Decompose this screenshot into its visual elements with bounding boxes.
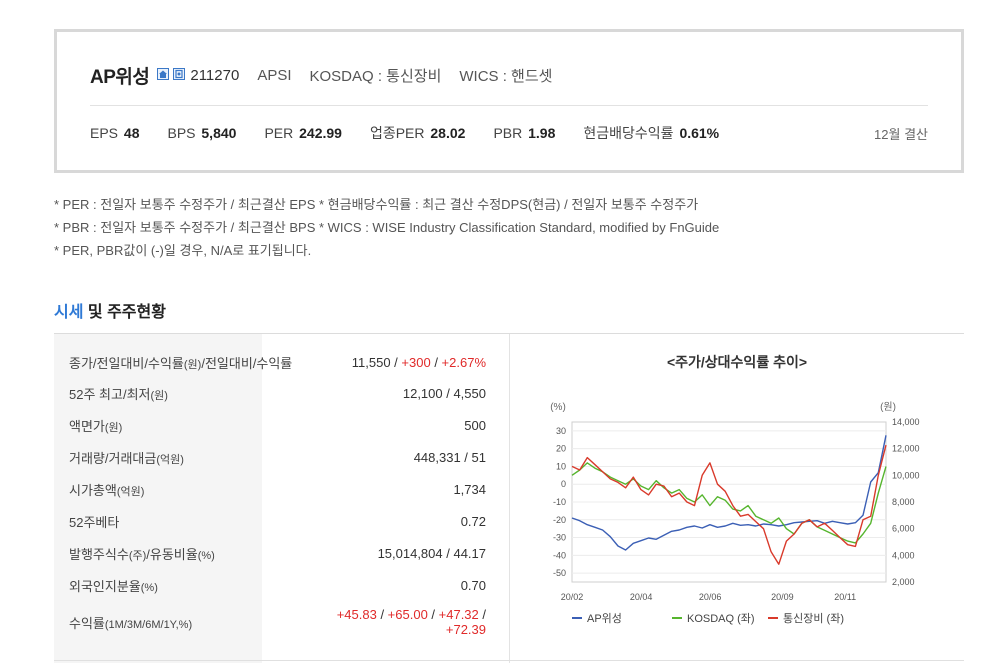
x-tick-label: 20/04	[630, 592, 653, 602]
y-left-tick-label: 30	[556, 426, 566, 436]
table-row-returns: 수익률(1M/3M/6M/1Y,%) +45.83 / +65.00 / +47…	[69, 607, 486, 637]
table-row-volume: 거래량/거래대금(억원) 448,331 / 51	[69, 449, 486, 466]
y-left-tick-label: -50	[553, 568, 566, 578]
metric-pbr: PBR 1.98	[493, 125, 556, 141]
y-left-tick-label: -10	[553, 497, 566, 507]
legend-label-1: KOSDAQ (좌)	[687, 612, 755, 625]
table-label-column	[54, 334, 262, 663]
footnote-per: * PER : 전일자 보통주 수정주가 / 최근결산 EPS * 현금배당수익…	[54, 197, 699, 212]
series-line-0	[571, 435, 887, 551]
metric-eps: EPS 48	[90, 125, 140, 141]
footnote-negative: * PER, PBR값이 (-)일 경우, N/A로 표기됩니다.	[54, 243, 312, 258]
company-name: AP위성	[90, 66, 150, 88]
left-axis-unit: (%)	[550, 402, 566, 413]
table-row-foreign-ratio: 외국인지분율(%) 0.70	[69, 577, 486, 594]
x-tick-label: 20/11	[834, 592, 856, 602]
y-right-tick-label: 14,000	[892, 417, 920, 427]
report-icon[interactable]	[173, 68, 186, 80]
company-summary-box: AP위성 211270 APSI KOSDAQ : 통신장비 WICS : 핸드…	[54, 29, 964, 173]
table-row-face-value: 액면가(원) 500	[69, 417, 486, 434]
y-left-tick-label: 0	[561, 479, 566, 489]
series-line-1	[571, 462, 887, 544]
y-right-tick-label: 8,000	[892, 497, 915, 507]
stock-code: 211270	[190, 66, 240, 84]
metric-dividend-yield: 현금배당수익률 0.61%	[583, 125, 720, 141]
table-row-shares: 발행주식수(주)/유동비율(%) 15,014,804 / 44.17	[69, 545, 486, 562]
y-left-tick-label: 10	[556, 461, 566, 471]
y-right-tick-label: 6,000	[892, 524, 915, 534]
table-row-52w-range: 52주 최고/최저(원) 12,100 / 4,550	[69, 385, 486, 402]
settlement-month: 12월 결산	[874, 126, 928, 142]
metric-bps: BPS 5,840	[167, 125, 237, 141]
table-row-close-price: 종가/전일대비/수익률(원)/전일대비/수익률 11,550 / +300 / …	[69, 354, 486, 371]
panel-bottom-border	[54, 660, 964, 661]
table-row-market-cap: 시가총액(억원) 1,734	[69, 481, 486, 498]
home-icon[interactable]	[157, 68, 170, 80]
y-right-tick-label: 2,000	[892, 577, 915, 587]
footnote-pbr: * PBR : 전일자 보통주 수정주가 / 최근결산 BPS * WICS :…	[54, 220, 720, 235]
legend-label-0: AP위성	[587, 612, 622, 625]
summary-divider	[90, 105, 928, 106]
footnotes: * PER : 전일자 보통주 수정주가 / 최근결산 EPS * 현금배당수익…	[54, 193, 719, 262]
market-sector: KOSDAQ : 통신장비	[309, 67, 442, 85]
series-line-2	[571, 444, 887, 565]
x-tick-label: 20/06	[699, 592, 722, 602]
chart-title: <주가/상대수익률 추이>	[666, 354, 808, 370]
section-title: 시세 및 주주현황	[54, 304, 166, 321]
panel-vertical-divider	[509, 334, 510, 663]
y-left-tick-label: -20	[553, 515, 566, 525]
table-row-beta: 52주베타 0.72	[69, 513, 486, 530]
legend-label-2: 통신장비 (좌)	[783, 612, 844, 625]
y-left-tick-label: 20	[556, 444, 566, 454]
x-tick-label: 20/09	[771, 592, 794, 602]
y-right-tick-label: 4,000	[892, 550, 915, 560]
metrics-row: EPS 48 BPS 5,840 PER 242.99 업종PER 28.02 …	[90, 120, 928, 146]
metric-per: PER 242.99	[264, 125, 342, 141]
y-left-tick-label: -40	[553, 550, 566, 560]
stock-ticker: APSI	[257, 66, 292, 84]
x-tick-label: 20/02	[561, 592, 584, 602]
y-left-tick-label: -30	[553, 533, 566, 543]
y-right-tick-label: 12,000	[892, 444, 920, 454]
panel-top-border	[54, 333, 964, 334]
metric-sector-per: 업종PER 28.02	[369, 125, 466, 141]
price-chart: 30 20 10 0 -10 -20 -30 -40 -50 14,000 12,000 10,000…	[550, 401, 920, 625]
y-right-tick-label: 10,000	[892, 470, 920, 480]
wics-sector: WICS : 핸드셋	[459, 67, 553, 85]
right-axis-unit: (원)	[880, 401, 896, 413]
company-title-row: AP위성 211270 APSI KOSDAQ : 통신장비 WICS : 핸드…	[90, 60, 552, 90]
